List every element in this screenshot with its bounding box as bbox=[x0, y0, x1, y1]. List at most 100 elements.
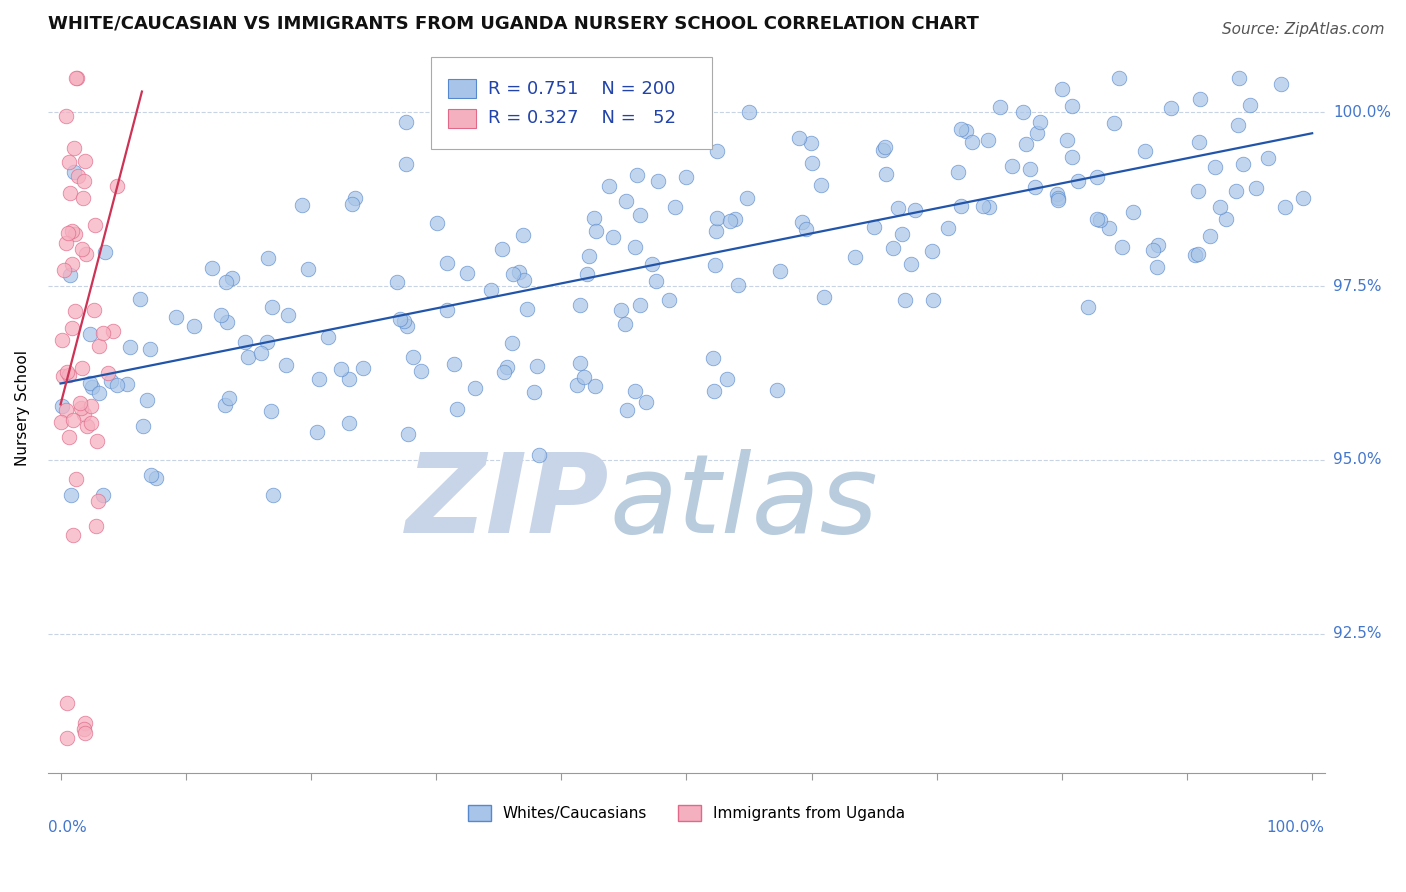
Point bbox=[516, 302, 538, 317]
Point bbox=[624, 384, 647, 399]
Point bbox=[1189, 92, 1212, 106]
Point bbox=[63, 304, 86, 318]
Point bbox=[165, 310, 187, 325]
Point bbox=[221, 271, 243, 285]
Point bbox=[209, 308, 232, 322]
Point bbox=[1274, 200, 1296, 214]
Point bbox=[118, 340, 141, 354]
Point bbox=[72, 191, 94, 205]
Point bbox=[676, 115, 699, 129]
Point bbox=[904, 202, 927, 217]
Point bbox=[276, 358, 298, 372]
Point bbox=[1060, 99, 1083, 113]
Point bbox=[337, 372, 360, 386]
Point bbox=[73, 407, 96, 421]
Point bbox=[512, 227, 534, 242]
Point bbox=[1133, 144, 1156, 158]
Y-axis label: Nursery School: Nursery School bbox=[15, 350, 30, 466]
Point bbox=[1087, 170, 1109, 185]
Point bbox=[704, 258, 727, 272]
Point bbox=[277, 308, 299, 322]
Point bbox=[1232, 156, 1254, 170]
Point bbox=[769, 263, 792, 277]
Point bbox=[623, 239, 645, 253]
Point bbox=[183, 319, 205, 334]
Point bbox=[236, 350, 259, 364]
Point bbox=[56, 226, 79, 240]
Point bbox=[718, 214, 741, 228]
Point bbox=[55, 109, 77, 123]
Point bbox=[87, 494, 110, 508]
Point bbox=[411, 364, 433, 378]
Point bbox=[792, 215, 814, 229]
Point bbox=[200, 260, 222, 275]
Point bbox=[703, 384, 725, 399]
Point bbox=[426, 216, 449, 230]
Point bbox=[727, 277, 749, 292]
Point bbox=[75, 247, 97, 261]
Point bbox=[1067, 174, 1090, 188]
Point bbox=[94, 245, 117, 260]
Point bbox=[52, 263, 75, 277]
Point bbox=[658, 293, 681, 307]
Point bbox=[1088, 213, 1111, 227]
Point bbox=[501, 336, 523, 351]
Point bbox=[900, 257, 922, 271]
Point bbox=[568, 298, 591, 312]
Point bbox=[49, 416, 72, 430]
Point bbox=[290, 198, 312, 212]
Point bbox=[395, 115, 418, 129]
Point bbox=[60, 257, 83, 271]
Point bbox=[107, 179, 129, 194]
Point bbox=[988, 100, 1011, 114]
Point bbox=[894, 293, 917, 308]
Point bbox=[56, 731, 79, 745]
Point bbox=[352, 360, 374, 375]
Point bbox=[443, 357, 465, 371]
Point bbox=[59, 186, 82, 200]
Point bbox=[256, 334, 278, 349]
Point bbox=[1001, 159, 1024, 173]
Point bbox=[58, 268, 80, 282]
Point bbox=[1227, 70, 1250, 85]
Point bbox=[523, 385, 546, 400]
Point bbox=[810, 178, 832, 192]
Point bbox=[80, 400, 103, 414]
Point bbox=[52, 368, 75, 383]
Point bbox=[262, 300, 284, 314]
Point bbox=[1098, 221, 1121, 235]
Point bbox=[73, 722, 96, 736]
Point bbox=[63, 227, 86, 242]
Point bbox=[105, 378, 128, 392]
Point bbox=[645, 274, 668, 288]
Point bbox=[977, 200, 1000, 214]
Text: 0.0%: 0.0% bbox=[48, 821, 87, 835]
Point bbox=[56, 696, 79, 710]
Point bbox=[75, 153, 97, 168]
Point bbox=[343, 191, 366, 205]
Point bbox=[65, 70, 87, 85]
Point bbox=[891, 227, 914, 242]
Text: Source: ZipAtlas.com: Source: ZipAtlas.com bbox=[1222, 22, 1385, 37]
Point bbox=[616, 402, 638, 417]
Point bbox=[626, 168, 648, 182]
Point bbox=[616, 194, 638, 208]
Point bbox=[513, 273, 536, 287]
Point bbox=[55, 403, 77, 417]
FancyBboxPatch shape bbox=[432, 57, 711, 149]
Point bbox=[101, 324, 124, 338]
Point bbox=[67, 169, 90, 184]
Point bbox=[583, 379, 606, 393]
Point bbox=[921, 244, 943, 259]
Point bbox=[446, 402, 468, 417]
Point bbox=[641, 257, 664, 271]
Point bbox=[526, 359, 548, 374]
Point bbox=[1188, 135, 1211, 149]
Point bbox=[260, 404, 283, 418]
Point bbox=[80, 380, 103, 394]
Point bbox=[385, 275, 408, 289]
Point bbox=[395, 157, 418, 171]
Point bbox=[217, 315, 239, 329]
Point bbox=[794, 222, 817, 236]
Point bbox=[491, 242, 513, 256]
